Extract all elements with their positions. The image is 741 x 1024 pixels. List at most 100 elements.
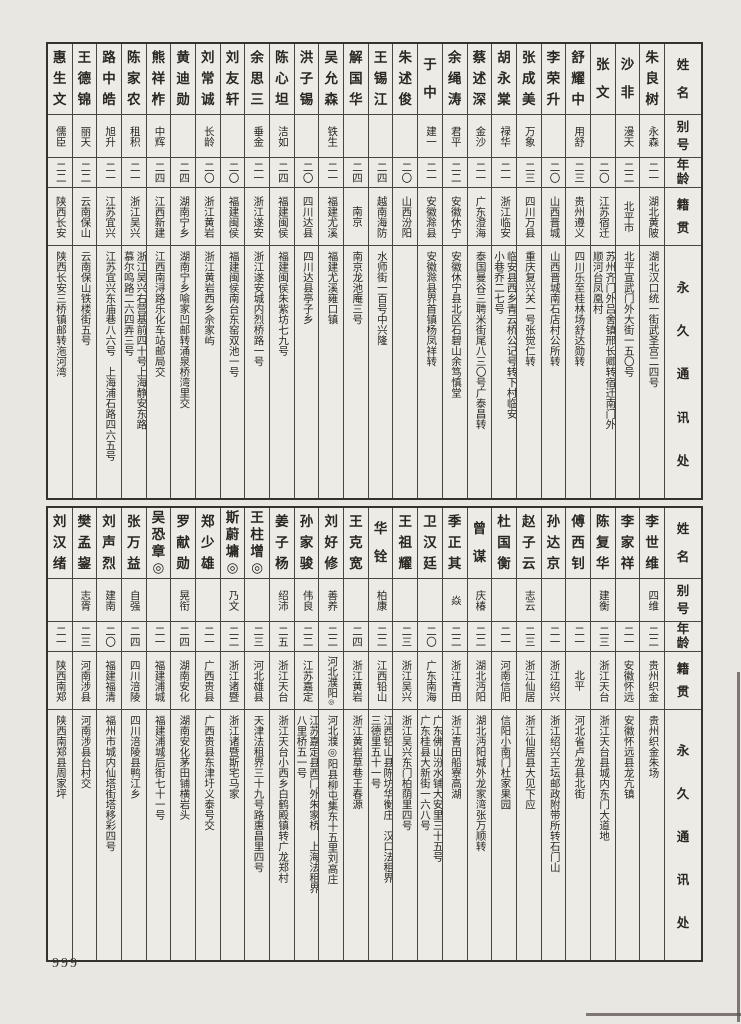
- name-cell: 郑少雄: [195, 508, 220, 579]
- name-cell-text: 沙非: [620, 57, 635, 101]
- alias-cell: [418, 579, 442, 622]
- name-cell: 李家祥: [615, 508, 640, 579]
- origin-cell: 浙江天台: [270, 652, 294, 710]
- address-cell-text: 安徽休宁县北区石碧山余笃慎堂: [449, 251, 461, 398]
- age-cell-text: 二一: [499, 162, 511, 183]
- address-cell-text: 河北省卢龙县北街: [573, 715, 585, 799]
- scan-edge-bottom: [586, 1013, 741, 1016]
- person-column: 刘好修善养 二二 河北濮阳◎ 河北濮◎阳县柳屯集东十五里刘高庄: [318, 508, 344, 960]
- age-cell-text: 二三: [252, 626, 264, 647]
- age-cell: 二二: [294, 622, 319, 652]
- directory-table-lower: 姓名别号年龄籍贯永久通讯处李世维四维 二二 贵州织金 贵州织金朱场李家祥二一 安徽怀远安…: [46, 506, 703, 962]
- age-cell: 二四: [146, 158, 171, 188]
- address-cell: 湖北汉口统一街武圣宫二四号: [640, 246, 664, 498]
- origin-cell: 浙江天台: [590, 652, 615, 710]
- origin-cell-text: 浙江吴兴: [400, 659, 412, 702]
- origin-cell-text: 浙江遂安: [252, 195, 264, 238]
- alias-cell: [220, 115, 245, 158]
- alias-cell-text: 自强: [128, 589, 140, 611]
- person-column: 卫汉廷二〇 广东南海 广东佛山汾水铺大安里三十五号 广东桂县大新街一六八号: [417, 508, 442, 960]
- alias-cell-text: 丽天: [79, 125, 91, 147]
- header-column: 姓名别号年龄籍贯永久通讯处: [664, 44, 701, 498]
- person-column: 吴恐章 ◎ 二一 福建浦城 福建浦城后街七十一号: [145, 508, 171, 960]
- alias-cell-text: 志云: [523, 589, 535, 611]
- header-age-text: 年龄: [676, 158, 690, 187]
- person-column: 斯蔚墉 ◎ 乃文 二二 浙江诸暨 浙江诸暨斯宅马家: [219, 508, 245, 960]
- origin-cell-text: 福建浦城: [153, 659, 165, 702]
- name-cell-text: 于中: [423, 57, 437, 101]
- origin-cell: 福建闽侯: [270, 188, 294, 246]
- address-cell: 安徽怀远县龙亢镇: [616, 710, 640, 960]
- name-cell: 卫汉廷: [418, 508, 442, 579]
- person-column: 张文二〇 江苏宿迁 苏州齐门外吕舍镇邢长卿转宿迁南门外 顺河台凤凰村: [589, 44, 615, 498]
- name-cell: 朱良树: [640, 44, 664, 115]
- age-cell: 二四: [344, 622, 368, 652]
- address-cell: [393, 246, 417, 498]
- age-cell-text: 二三: [79, 626, 91, 647]
- name-cell: 陈心坦: [270, 44, 294, 115]
- name-cell: 孙达京: [541, 508, 566, 579]
- header-name-text: 姓名: [676, 522, 690, 564]
- name-cell-text: 黄迪勋: [176, 50, 190, 108]
- person-column: 王柱增 ◎ 二三 河北雄县 天津法租界三十九号路惠昌里四号: [244, 508, 269, 960]
- alias-cell: 庆椿: [467, 579, 492, 622]
- alias-cell: [541, 579, 566, 622]
- age-cell: 二〇: [97, 622, 121, 652]
- name-cell-text: 陈家农: [126, 50, 141, 108]
- annotation-mark: ◎: [226, 560, 239, 576]
- address-cell: 陕西南郑县周家坪: [48, 710, 72, 960]
- name-cell: 张万益: [121, 508, 146, 579]
- age-cell: 二一: [195, 622, 220, 652]
- age-cell: 二二: [640, 622, 664, 652]
- origin-cell: 南京: [344, 188, 368, 246]
- name-cell: 华铨: [368, 508, 393, 579]
- name-cell: 赵子云: [516, 508, 541, 579]
- address-cell-text: 浙江青田船寮高湖: [449, 715, 461, 799]
- age-cell-text: 二二: [227, 626, 239, 647]
- person-column: 季正其焱二二 浙江青田 浙江青田船寮高湖: [441, 508, 467, 960]
- age-cell-text: 二二: [375, 626, 387, 647]
- origin-cell-text: 福建福清: [104, 659, 116, 702]
- origin-cell: 四川涪陵: [121, 652, 146, 710]
- age-cell-text: 二四: [375, 162, 387, 183]
- name-cell-text: 郑少雄: [201, 514, 215, 572]
- person-column: 刘常诚长龄 二〇 浙江黄岩 浙江黄岩西乡佘家屿: [194, 44, 220, 498]
- origin-cell-text: 浙江诸暨: [227, 659, 239, 702]
- address-cell-text: 湖北沔阳城外龙家湾张万顺转: [474, 715, 486, 852]
- age-cell: 二〇: [195, 158, 220, 188]
- address-cell: 临安县西乡青云桥公记号转下村临安 小巷乔二七号: [492, 246, 516, 498]
- alias-cell: 君平: [442, 115, 467, 158]
- alias-cell: [171, 115, 195, 158]
- address-cell: 天津法租界三十九号路惠昌里四号: [245, 710, 269, 960]
- person-column: 蔡述深金沙 二一 广东澄海 泰国曼谷三聘米街尾八三〇号广泰昌转: [466, 44, 492, 498]
- alias-cell-text: 建衡: [597, 589, 609, 611]
- person-column: 刘汉绪二一 陕西南郑 陕西南郑县周家坪: [47, 508, 72, 960]
- address-cell-text: 广东佛山汾水铺大安里三十五号 广东桂县大新街一六八号: [418, 715, 442, 862]
- age-cell: 二〇: [220, 158, 245, 188]
- address-cell-text: 江西铅山县陈坊华衡庄 汉口法租界 三德里五十一号: [369, 715, 393, 883]
- name-cell: 黄迪勋: [171, 44, 195, 115]
- age-cell-text: 二〇: [104, 626, 116, 647]
- address-cell: 安徽休宁县北区石碧山余笃慎堂: [443, 246, 467, 498]
- alias-cell: 晃衔: [171, 579, 195, 622]
- origin-cell: 山西汾阳: [393, 188, 418, 246]
- name-cell-text: 季正其: [447, 514, 462, 572]
- origin-cell: 四川万县: [516, 188, 541, 246]
- alias-cell-text: 长龄: [202, 125, 214, 147]
- alias-cell-text: 垂金: [252, 125, 264, 147]
- address-cell: 浙江黄岩西乡佘家屿: [196, 246, 220, 498]
- age-cell-text: 二〇: [227, 162, 239, 183]
- directory-table-upper: 姓名别号年龄籍贯永久通讯处朱良树永森 二一 湖北黄陂 湖北汉口统一街武圣宫二四号沙非漫…: [46, 42, 703, 500]
- name-cell-text: 华铨: [373, 521, 388, 565]
- origin-cell: 陕西南郑: [47, 652, 72, 710]
- origin-cell-text: 浙江黄岩: [350, 659, 362, 702]
- name-cell: 王祖耀: [393, 508, 418, 579]
- address-cell-text: 四川涪陵县鸭江乡: [129, 715, 141, 799]
- origin-cell-text: 福建尤溪: [326, 195, 338, 238]
- address-cell-text: 安徽怀远县龙亢镇: [622, 715, 634, 799]
- age-cell: 二二: [319, 622, 344, 652]
- person-column: 朱述俊二〇 山西汾阳: [392, 44, 418, 498]
- origin-cell-text: 浙江绍兴: [548, 659, 560, 702]
- name-cell-text: 朱良树: [645, 50, 659, 108]
- name-cell: 沙非: [615, 44, 640, 115]
